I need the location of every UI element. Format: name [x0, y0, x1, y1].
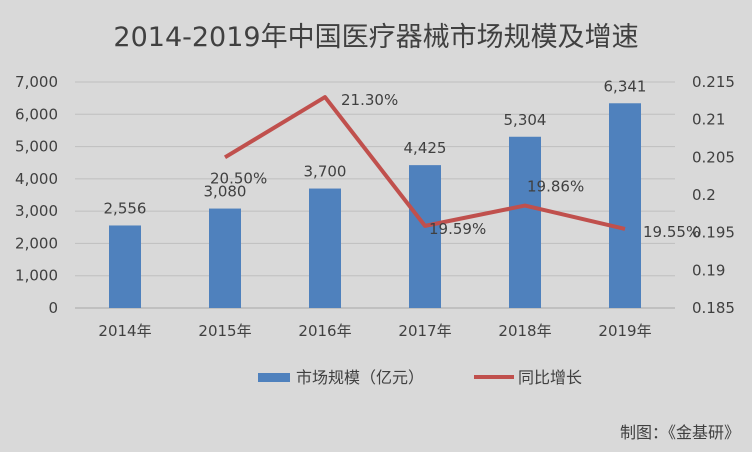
left-axis-tick-label: 0	[48, 299, 58, 317]
legend-label-line: 同比增长	[518, 368, 582, 387]
right-axis-tick-label: 0.19	[692, 261, 725, 279]
bar	[609, 103, 641, 309]
line-data-label: 21.30%	[341, 91, 398, 109]
left-axis: 0 1,000 2,000 3,000 4,000 5,000 6,000 7,000	[15, 73, 58, 317]
line-data-label: 19.86%	[527, 178, 584, 196]
growth-line	[223, 95, 626, 231]
bar-data-label: 6,341	[604, 77, 647, 95]
bar	[409, 165, 441, 308]
chart-title: 2014-2019年中国医疗器械市场规模及增速	[113, 22, 638, 53]
left-axis-tick-label: 6,000	[15, 105, 58, 123]
x-axis: 2014年 2015年 2016年 2017年 2018年 2019年	[75, 307, 675, 340]
right-axis-tick-label: 0.195	[692, 224, 735, 242]
line-data-label: 20.50%	[210, 169, 267, 187]
left-axis-tick-label: 7,000	[15, 73, 58, 91]
legend: 市场规模（亿元） 同比增长	[258, 368, 582, 387]
line-series: 20.50% 21.30% 19.59% 19.86% 19.55%	[210, 91, 700, 241]
bar	[509, 136, 541, 308]
bar-data-label: 3,700	[304, 163, 347, 181]
x-axis-tick-label: 2017年	[398, 322, 451, 340]
left-axis-tick-label: 3,000	[15, 202, 58, 220]
right-axis-tick-label: 0.2	[692, 186, 716, 204]
x-axis-tick-label: 2019年	[598, 322, 651, 340]
bar-data-label: 4,425	[404, 139, 447, 157]
legend-swatch-bar	[258, 373, 290, 382]
bar-data-label: 2,556	[104, 199, 147, 217]
x-axis-tick-label: 2014年	[98, 322, 151, 340]
left-axis-tick-label: 1,000	[15, 267, 58, 285]
line-data-label: 19.59%	[429, 220, 486, 238]
bar	[309, 188, 341, 308]
right-axis-tick-label: 0.21	[692, 111, 725, 129]
line-data-label: 19.55%	[643, 223, 700, 241]
source-note: 制图：《金基研》	[620, 423, 740, 442]
left-axis-tick-label: 5,000	[15, 138, 58, 156]
x-axis-tick-label: 2018年	[498, 322, 551, 340]
right-axis-tick-label: 0.205	[692, 148, 735, 166]
right-axis: 0.185 0.19 0.195 0.2 0.205 0.21 0.215	[692, 73, 735, 317]
bar-data-label: 5,304	[504, 111, 547, 129]
x-axis-tick-label: 2015年	[198, 322, 251, 340]
bar-series: 2,556 3,080 3,700 4,425 5,304 6,341	[104, 77, 647, 309]
x-axis-tick-label: 2016年	[298, 322, 351, 340]
left-axis-tick-label: 2,000	[15, 234, 58, 252]
legend-label-bar: 市场规模（亿元）	[296, 368, 424, 387]
bar	[209, 208, 241, 308]
left-axis-tick-label: 4,000	[15, 170, 58, 188]
right-axis-tick-label: 0.185	[692, 299, 735, 317]
grid-lines	[75, 81, 675, 277]
bar-data-label: 3,080	[204, 183, 247, 201]
right-axis-tick-label: 0.215	[692, 73, 735, 91]
bar	[109, 225, 141, 308]
